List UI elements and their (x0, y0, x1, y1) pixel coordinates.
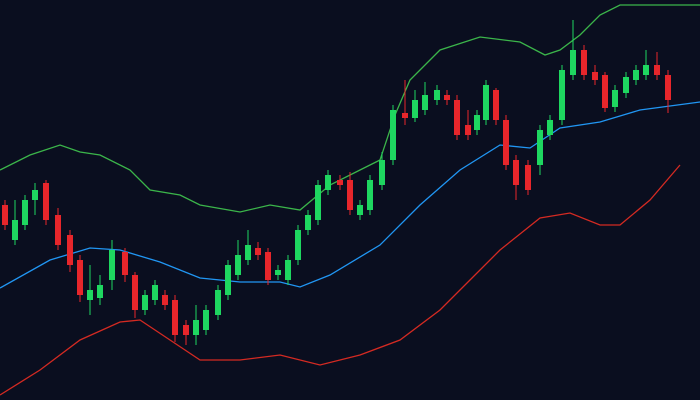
band-line (0, 101, 700, 289)
candle-body (325, 175, 331, 190)
candle-body (454, 100, 460, 135)
candle-body (235, 255, 241, 275)
candle-body (55, 215, 61, 245)
candle-body (142, 295, 148, 310)
candle-body (612, 90, 618, 107)
candle-body (654, 65, 660, 75)
candle-body (162, 295, 168, 305)
candle-body (225, 265, 231, 295)
candle-body (172, 300, 178, 335)
candle-body (152, 285, 158, 300)
candle-body (474, 115, 480, 130)
candle-body (132, 275, 138, 310)
candle-body (275, 270, 281, 275)
candle-body (337, 180, 343, 185)
candle-body (22, 200, 28, 225)
candle-body (633, 70, 639, 80)
candle-body (465, 125, 471, 135)
candle-body (2, 205, 8, 225)
candle-body (390, 110, 396, 160)
candle-body (493, 90, 499, 120)
candle-body (32, 190, 38, 200)
band-line (0, 164, 681, 396)
candle-body (203, 310, 209, 330)
candle-body (525, 165, 531, 190)
candle-body (67, 235, 73, 265)
candle-body (537, 130, 543, 165)
candle-body (547, 120, 553, 135)
candle-body (183, 325, 189, 335)
band-line (0, 4, 700, 213)
candle-body (503, 120, 509, 165)
candle-body (434, 90, 440, 100)
candle-body (665, 75, 671, 100)
candle-body (623, 77, 629, 93)
candle-body (570, 50, 576, 75)
candle-body (215, 290, 221, 315)
candle-body (379, 160, 385, 185)
candle-body (245, 245, 251, 260)
candle-body (97, 285, 103, 298)
candle-body (43, 183, 49, 220)
candle-body (402, 113, 408, 118)
candle-body (559, 70, 565, 120)
candle-body (412, 100, 418, 118)
candle-body (109, 250, 115, 280)
candle-body (305, 215, 311, 230)
candle-body (315, 185, 321, 220)
candle-body (193, 320, 199, 335)
candle-body (602, 75, 608, 108)
candle-body (367, 180, 373, 210)
candle-body (422, 95, 428, 110)
candle-body (444, 95, 450, 100)
candle-body (77, 260, 83, 295)
candle-body (483, 85, 489, 120)
candle-body (592, 72, 598, 80)
candle-body (347, 180, 353, 210)
candle-body (643, 65, 649, 75)
candle-body (513, 160, 519, 185)
candle-body (12, 220, 18, 240)
candle-body (255, 248, 261, 255)
candle-body (295, 230, 301, 260)
candle-body (122, 252, 128, 275)
candle-body (357, 205, 363, 215)
candle-body (581, 50, 587, 75)
candle-body (87, 290, 93, 300)
candle-body (285, 260, 291, 280)
candle-body (265, 252, 271, 280)
